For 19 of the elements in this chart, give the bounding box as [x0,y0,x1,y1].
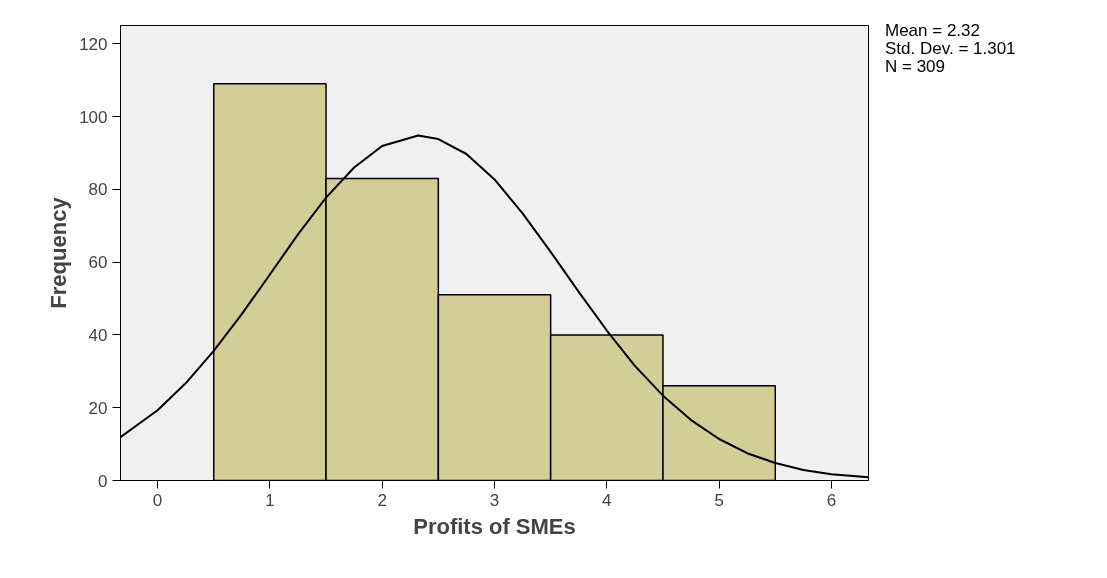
text: Std. Dev. = 1.301 [885,39,1016,58]
y-tick-label: 80 [88,180,108,200]
y-axis-title: Frequency [46,196,72,309]
y-tick-label: 60 [88,253,108,273]
y-tick-label: 120 [79,34,108,54]
x-tick-label: 0 [152,490,163,510]
x-tick-label: 1 [265,490,275,510]
x-tick-label: 2 [377,490,387,510]
x-tick-label: 4 [602,490,612,510]
y-tick-label: 40 [88,325,108,345]
text: Mean = 2.32 [885,21,980,40]
y-tick-label: 0 [98,471,108,491]
x-tick-label: 3 [489,490,500,510]
y-tick-label: 100 [79,107,108,127]
text: N = 309 [885,57,946,76]
x-tick-label: 6 [826,490,837,510]
x-tick-label: 5 [714,490,724,510]
y-tick-label: 20 [88,398,108,418]
x-axis-title: Profits of SMEs [413,513,576,539]
